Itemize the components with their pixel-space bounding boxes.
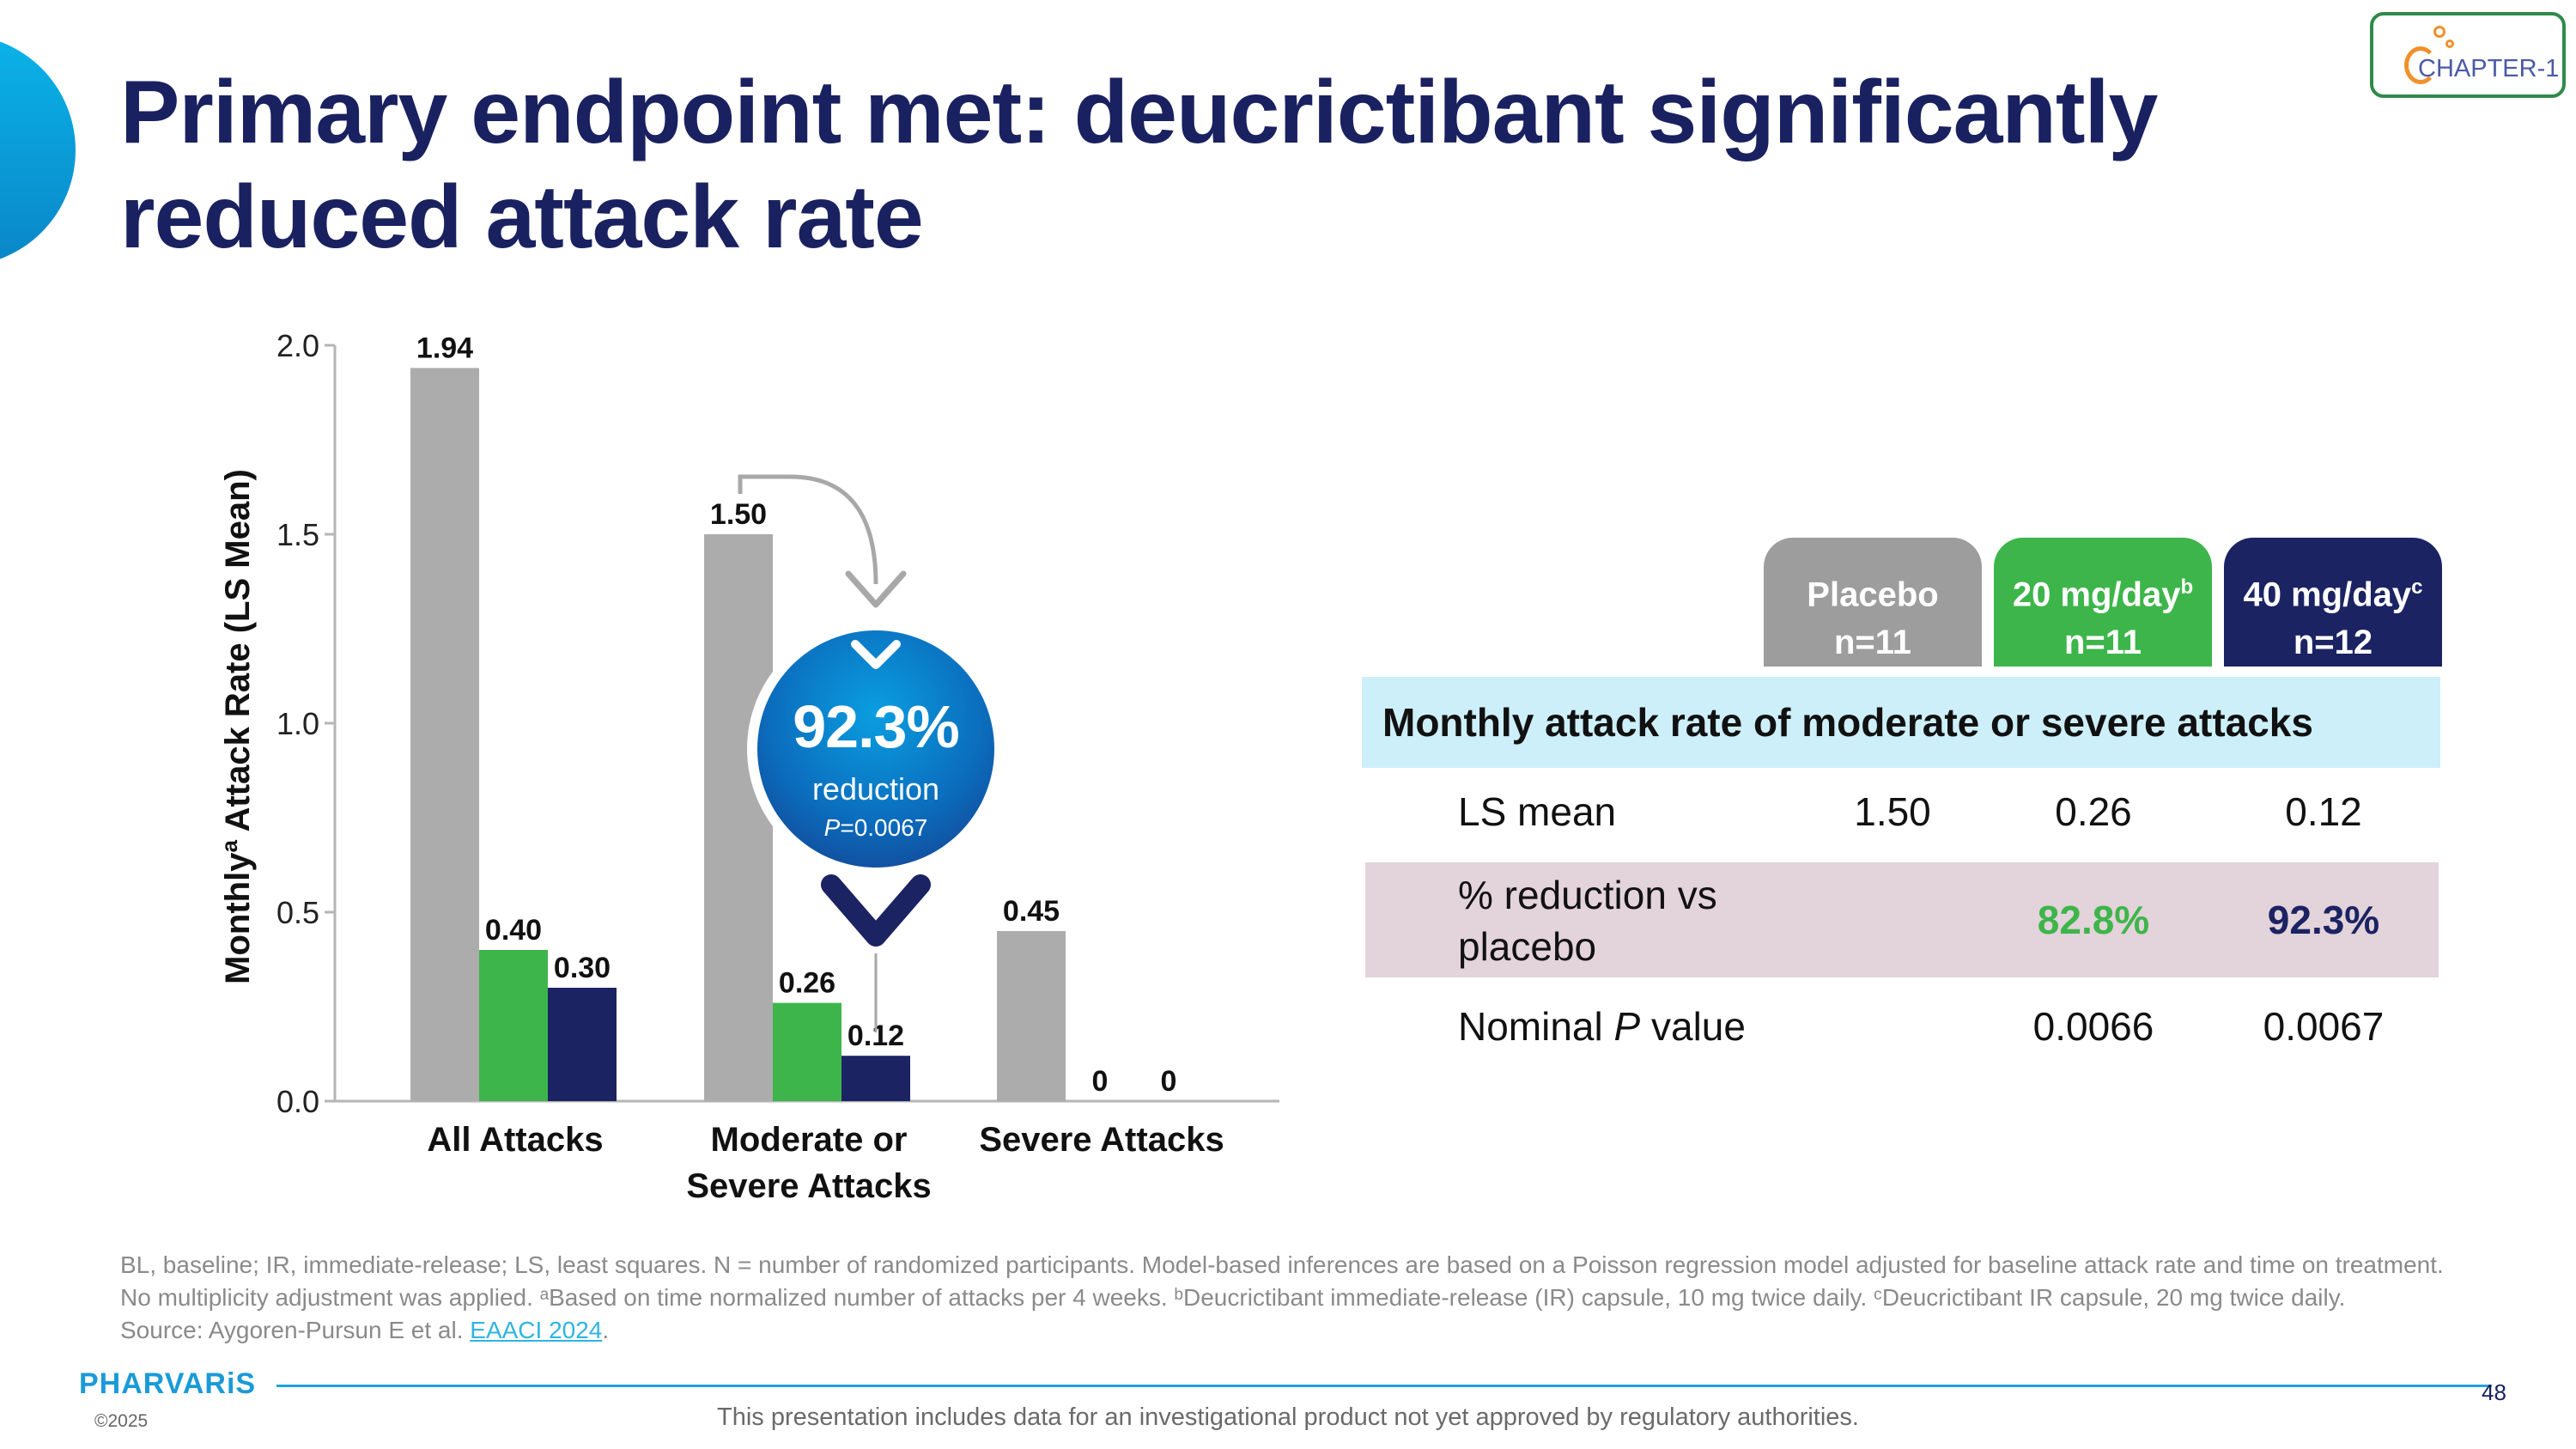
footer-divider <box>276 1385 2492 1387</box>
category-label-1: Moderate or <box>711 1121 908 1159</box>
reduction-callout: 92.3% reduction P=0.0067 <box>747 620 1005 878</box>
page-title: Primary endpoint met: deucrictibant sign… <box>120 63 2158 267</box>
row-label-reduction-line1: % reduction vs <box>1458 873 1717 917</box>
footnote-source: Source: Aygoren-Pursun E et al. EAACI 20… <box>120 1314 2490 1347</box>
data-label-20mg-0: 0.40 <box>485 914 542 947</box>
disclaimer: This presentation includes data for an i… <box>717 1403 1859 1431</box>
y-tick-label: 0.0 <box>276 1084 319 1119</box>
column-header-n: n=11 <box>2063 624 2142 662</box>
bar-40mg-0 <box>548 988 617 1101</box>
cell-ls-mean-40mg: 0.12 <box>2285 789 2362 834</box>
column-header-n: n=12 <box>2293 624 2373 662</box>
data-label-placebo-2: 0.45 <box>1003 895 1060 928</box>
bar-placebo-0 <box>410 368 479 1101</box>
source-prefix: Source: Aygoren-Pursun E et al. <box>120 1317 471 1343</box>
chapter-badge: CHAPTER-1 <box>2370 12 2566 98</box>
copyright: ©2025 <box>94 1411 149 1431</box>
bar-20mg-1 <box>773 1002 841 1101</box>
data-label-placebo-0: 1.94 <box>416 332 473 364</box>
row-label-p-italic: P <box>1613 1004 1641 1049</box>
category-label-1: Severe Attacks <box>686 1167 931 1205</box>
cell-reduction-40mg: 92.3% <box>2267 898 2380 942</box>
y-axis-label: Monthlya Attack Rate (LS Mean) <box>216 469 257 984</box>
column-header-40mg: 40 mg/dayc n=12 <box>2224 538 2442 667</box>
reduction-value: 92.3% <box>793 693 959 760</box>
p-number: =0.0067 <box>840 814 928 841</box>
table-row-reduction <box>1365 862 2439 977</box>
category-label-0: All Attacks <box>427 1121 603 1159</box>
y-tick-label: 1.5 <box>276 517 319 552</box>
data-label-40mg-0: 0.30 <box>554 952 611 984</box>
row-label-ls-mean: LS mean <box>1458 789 1617 834</box>
company-logo: PHARVARiS <box>79 1367 257 1400</box>
cell-p-value-20mg: 0.0066 <box>2032 1004 2154 1049</box>
reduction-label: reduction <box>811 771 940 807</box>
footnote-line-2: No multiplicity adjustment was applied. … <box>120 1284 2346 1311</box>
footnotes: BL, baseline; IR, immediate-release; LS,… <box>120 1249 2490 1347</box>
cell-ls-mean-placebo: 1.50 <box>1854 789 1931 834</box>
data-label-20mg-2: 0 <box>1092 1065 1109 1098</box>
curved-arrow <box>738 474 878 585</box>
footnote-line-1: BL, baseline; IR, immediate-release; LS,… <box>120 1251 2444 1278</box>
row-label-reduction-line2: placebo <box>1458 924 1597 969</box>
arrow-head-gray <box>845 570 907 608</box>
column-header-title: 40 mg/dayc <box>2243 575 2423 614</box>
column-header-20mg: 20 mg/dayb n=11 <box>1994 538 2212 667</box>
column-header-placebo: Placebo n=11 <box>1764 538 1982 667</box>
y-tick-label: 0.5 <box>276 895 319 930</box>
category-label-2: Severe Attacks <box>979 1121 1224 1159</box>
badge-bubble-icon <box>2445 40 2454 48</box>
reduction-callout-inner: 92.3% reduction P=0.0067 <box>757 630 994 868</box>
table-section-header: Monthly attack rate of moderate or sever… <box>1362 677 2440 768</box>
row-label-p-2: value <box>1640 1004 1746 1049</box>
data-label-40mg-2: 0 <box>1161 1065 1177 1098</box>
data-label-placebo-1: 1.50 <box>710 498 767 531</box>
badge-bubble-icon <box>2433 26 2445 38</box>
row-label-p-1: Nominal <box>1458 1004 1614 1049</box>
source-link[interactable]: EAACI 2024 <box>470 1317 603 1343</box>
bar-40mg-1 <box>841 1056 910 1101</box>
p-italic: P <box>823 814 841 841</box>
bar-placebo-2 <box>997 931 1066 1101</box>
reduction-p-value: P=0.0067 <box>757 814 994 842</box>
table-section-title: Monthly attack rate of moderate or sever… <box>1382 700 2313 745</box>
row-label-reduction: % reduction vs placebo <box>1458 869 1717 972</box>
row-label-p-value: Nominal P value <box>1458 1003 1746 1050</box>
column-header-title: 20 mg/dayb <box>2012 575 2194 614</box>
source-suffix: . <box>602 1317 610 1343</box>
column-header-title: Placebo <box>1807 575 1939 614</box>
cell-reduction-20mg: 82.8% <box>2037 898 2150 942</box>
chevron-down-icon <box>821 874 931 947</box>
badge-c-icon <box>2404 46 2437 84</box>
y-tick-label: 1.0 <box>276 706 319 741</box>
badge-label: CHAPTER-1 <box>2418 55 2560 82</box>
data-label-20mg-1: 0.26 <box>779 967 835 1000</box>
column-header-n: n=11 <box>1833 624 1912 662</box>
cell-ls-mean-20mg: 0.26 <box>2055 789 2132 834</box>
cell-p-value-40mg: 0.0067 <box>2263 1004 2385 1049</box>
bar-placebo-1 <box>704 534 773 1101</box>
bar-20mg-0 <box>479 950 548 1101</box>
page-number: 48 <box>2482 1379 2506 1405</box>
y-tick-label: 2.0 <box>276 328 319 363</box>
